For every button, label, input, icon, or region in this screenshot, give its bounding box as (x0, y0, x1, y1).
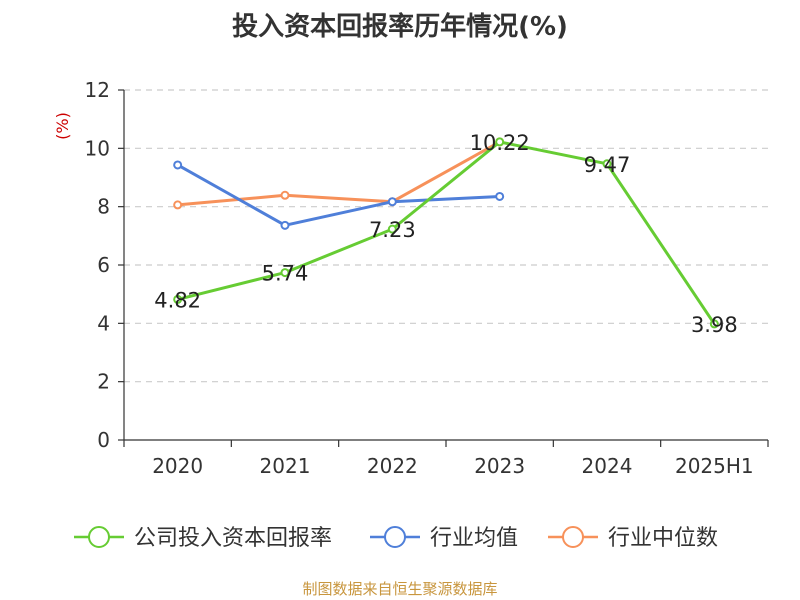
legend-marker (562, 526, 584, 548)
legend-label: 行业中位数 (608, 526, 718, 551)
data-point (173, 160, 183, 170)
legend-label: 公司投入资本回报率 (134, 526, 332, 551)
chart-title: 投入资本回报率历年情况(%) (232, 12, 568, 42)
data-label: 7.23 (369, 218, 416, 242)
legend-label: 行业均值 (430, 526, 518, 551)
data-point (495, 137, 505, 147)
data-point (280, 268, 290, 278)
x-tick-label: 2021 (260, 454, 311, 478)
x-tick-label: 2023 (474, 454, 525, 478)
y-tick-label: 12 (85, 78, 110, 102)
data-label: 10.22 (470, 131, 530, 155)
series-line (177, 140, 501, 207)
legend-marker (88, 526, 110, 548)
data-point (173, 294, 183, 304)
legend-marker (384, 526, 406, 548)
y-tick-label: 6 (97, 253, 110, 277)
y-tick-label: 2 (97, 370, 110, 394)
data-label: 4.82 (154, 288, 201, 312)
series-line (176, 163, 500, 227)
data-point (280, 220, 290, 230)
x-tick-label: 2025H1 (675, 454, 754, 478)
data-label: 5.74 (262, 262, 309, 286)
data-point (709, 319, 719, 329)
data-point (280, 190, 290, 200)
y-tick-label: 4 (97, 311, 110, 335)
data-point (602, 159, 612, 169)
y-tick-label: 0 (97, 428, 110, 452)
x-tick-label: 2020 (152, 454, 203, 478)
grid-lines (124, 89, 768, 383)
series-lines (173, 137, 719, 329)
data-label: 3.98 (691, 313, 738, 337)
y-axis-label: (%) (53, 112, 72, 140)
y-tick-label: 8 (97, 195, 110, 219)
y-tick-label: 10 (85, 136, 110, 160)
x-tick-label: 2022 (367, 454, 418, 478)
x-tick-label: 2024 (582, 454, 633, 478)
series-line (177, 140, 716, 325)
data-labels: 4.82 5.74 7.23 10.22 9.47 3.98 (154, 131, 737, 337)
legend: 公司投入资本回报率 行业均值 行业中位数 (74, 526, 718, 551)
data-point (387, 224, 397, 234)
axes: 0 2 4 6 8 10 12 2020 2021 2022 2023 2024 2025H1 (%) (53, 78, 769, 478)
data-label: 9.47 (584, 153, 631, 177)
source-footer: 制图数据来自恒生聚源数据库 (302, 580, 498, 598)
data-point (495, 191, 505, 201)
data-point (173, 200, 183, 210)
data-point (387, 197, 397, 207)
